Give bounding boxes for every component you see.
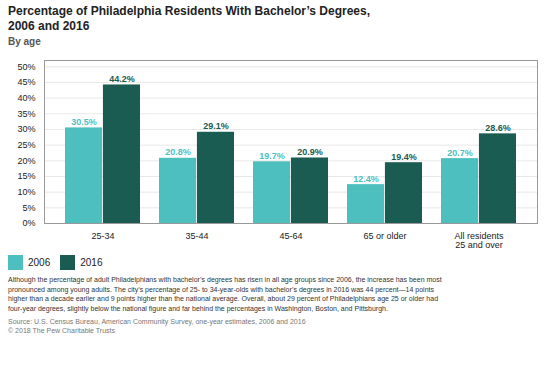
svg-text:12.4%: 12.4%: [353, 174, 379, 184]
html-text:2016: 2016: [80, 257, 103, 268]
svg-text:40%: 40%: [17, 93, 35, 103]
svg-text:25%: 25%: [17, 140, 35, 150]
html-text:Although the percentage of adu: Although the percentage of adult Philade…: [8, 276, 442, 312]
svg-text:20%: 20%: [17, 156, 35, 166]
svg-text:35-44: 35-44: [185, 231, 208, 241]
svg-text:45-64: 45-64: [279, 231, 302, 241]
svg-text:20.7%: 20.7%: [447, 147, 473, 157]
html-text:Source: U.S. Census Bureau, Am: Source: U.S. Census Bureau, American Com…: [8, 318, 306, 325]
svg-text:19.7%: 19.7%: [259, 151, 285, 161]
svg-text:25-34: 25-34: [91, 231, 114, 241]
svg-text:20.9%: 20.9%: [297, 147, 323, 157]
svg-text:19.4%: 19.4%: [391, 152, 417, 162]
html-text:© 2018 The Pew Charitable Trus: © 2018 The Pew Charitable Trusts: [8, 327, 115, 334]
svg-text:5%: 5%: [22, 203, 35, 213]
svg-text:30.5%: 30.5%: [71, 117, 97, 127]
svg-text:15%: 15%: [17, 171, 35, 181]
html-text:By age: By age: [8, 36, 41, 47]
svg-text:44.2%: 44.2%: [109, 74, 135, 84]
svg-text:30%: 30%: [17, 124, 35, 134]
svg-text:45%: 45%: [17, 77, 35, 87]
svg-text:29.1%: 29.1%: [203, 121, 229, 131]
svg-text:65 or older: 65 or older: [363, 231, 406, 241]
svg-text:28.6%: 28.6%: [485, 123, 511, 133]
svg-text:50%: 50%: [17, 62, 35, 72]
svg-text:0%: 0%: [22, 218, 35, 228]
svg-text:35%: 35%: [17, 109, 35, 119]
html-text:Percentage of Philadelphia Res: Percentage of Philadelphia Residents Wit…: [8, 4, 370, 33]
svg-text:20.8%: 20.8%: [165, 147, 191, 157]
html-text:2006: 2006: [28, 257, 51, 268]
svg-text:All residents25 and over: All residents25 and over: [454, 231, 504, 250]
svg-text:10%: 10%: [17, 187, 35, 197]
